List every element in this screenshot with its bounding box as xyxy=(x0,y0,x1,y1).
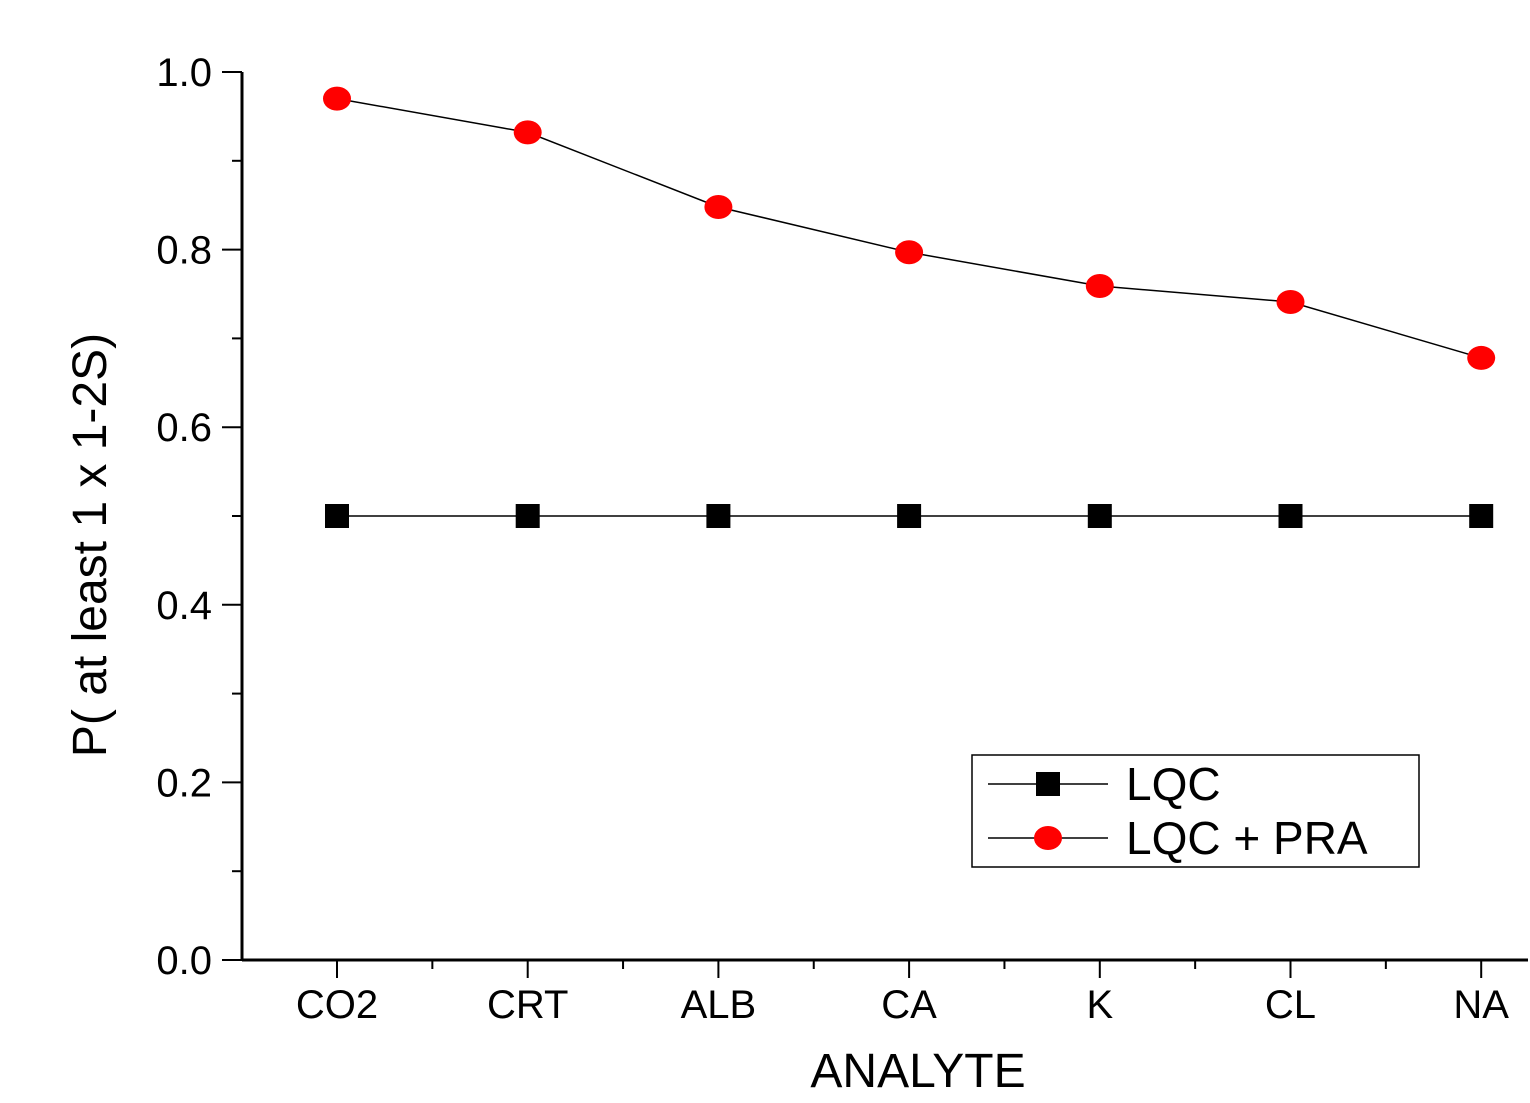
x-tick-label: CO2 xyxy=(296,983,378,1027)
legend-label-lqc: LQC xyxy=(1126,758,1221,810)
x-tick-label: CRT xyxy=(487,983,568,1027)
data-point-lqc-pra-co2 xyxy=(323,86,351,111)
y-tick-label: 1.0 xyxy=(156,51,212,95)
legend-label-lqc-pra: LQC + PRA xyxy=(1126,812,1368,864)
x-tick-label: K xyxy=(1086,983,1113,1027)
x-axis-title: ANALYTE xyxy=(810,1045,1025,1098)
y-tick-label: 0.2 xyxy=(156,761,212,805)
data-point-lqc-crt xyxy=(515,504,540,528)
y-tick-label: 0.4 xyxy=(156,584,212,628)
y-axis-title: P( at least 1 x 1-2S) xyxy=(64,333,117,757)
data-point-lqc-pra-crt xyxy=(513,120,542,145)
data-point-lqc-co2 xyxy=(325,504,349,528)
data-point-lqc-pra-k xyxy=(1085,274,1114,299)
axes: 0.0 0.2 0.4 0.6 0.8 1.0 CO2 CRT ALB CA K CL NA xyxy=(156,51,1528,1027)
series-markers xyxy=(323,86,1496,528)
data-point-lqc-alb xyxy=(706,504,731,528)
x-tick-label: NA xyxy=(1453,983,1509,1027)
legend-entry-lqc-pra: LQC + PRA xyxy=(988,812,1368,864)
y-tick-label: 0.0 xyxy=(156,939,212,983)
series-lines xyxy=(336,97,1482,517)
data-point-lqc-ca xyxy=(897,504,922,528)
data-point-lqc-k xyxy=(1087,504,1112,528)
y-tick-label: 0.6 xyxy=(156,406,212,450)
x-tick-label: CL xyxy=(1265,983,1316,1027)
data-point-lqc-na xyxy=(1469,504,1494,528)
data-point-lqc-pra-cl xyxy=(1276,289,1305,314)
series-line-lqc-pra xyxy=(336,97,1482,359)
data-point-lqc-cl xyxy=(1278,504,1303,528)
x-tick-label: CA xyxy=(881,983,937,1027)
data-point-lqc-pra-ca xyxy=(895,240,924,265)
y-tick-label: 0.8 xyxy=(156,229,212,273)
data-point-lqc-pra-na xyxy=(1467,345,1496,370)
legend-marker-circle xyxy=(1034,826,1062,850)
legend-entry-lqc: LQC xyxy=(988,758,1221,810)
legend-marker-square xyxy=(1036,772,1060,796)
legend: LQC LQC + PRA xyxy=(971,754,1420,868)
x-tick-label: ALB xyxy=(681,983,757,1027)
data-point-lqc-pra-alb xyxy=(704,194,733,219)
